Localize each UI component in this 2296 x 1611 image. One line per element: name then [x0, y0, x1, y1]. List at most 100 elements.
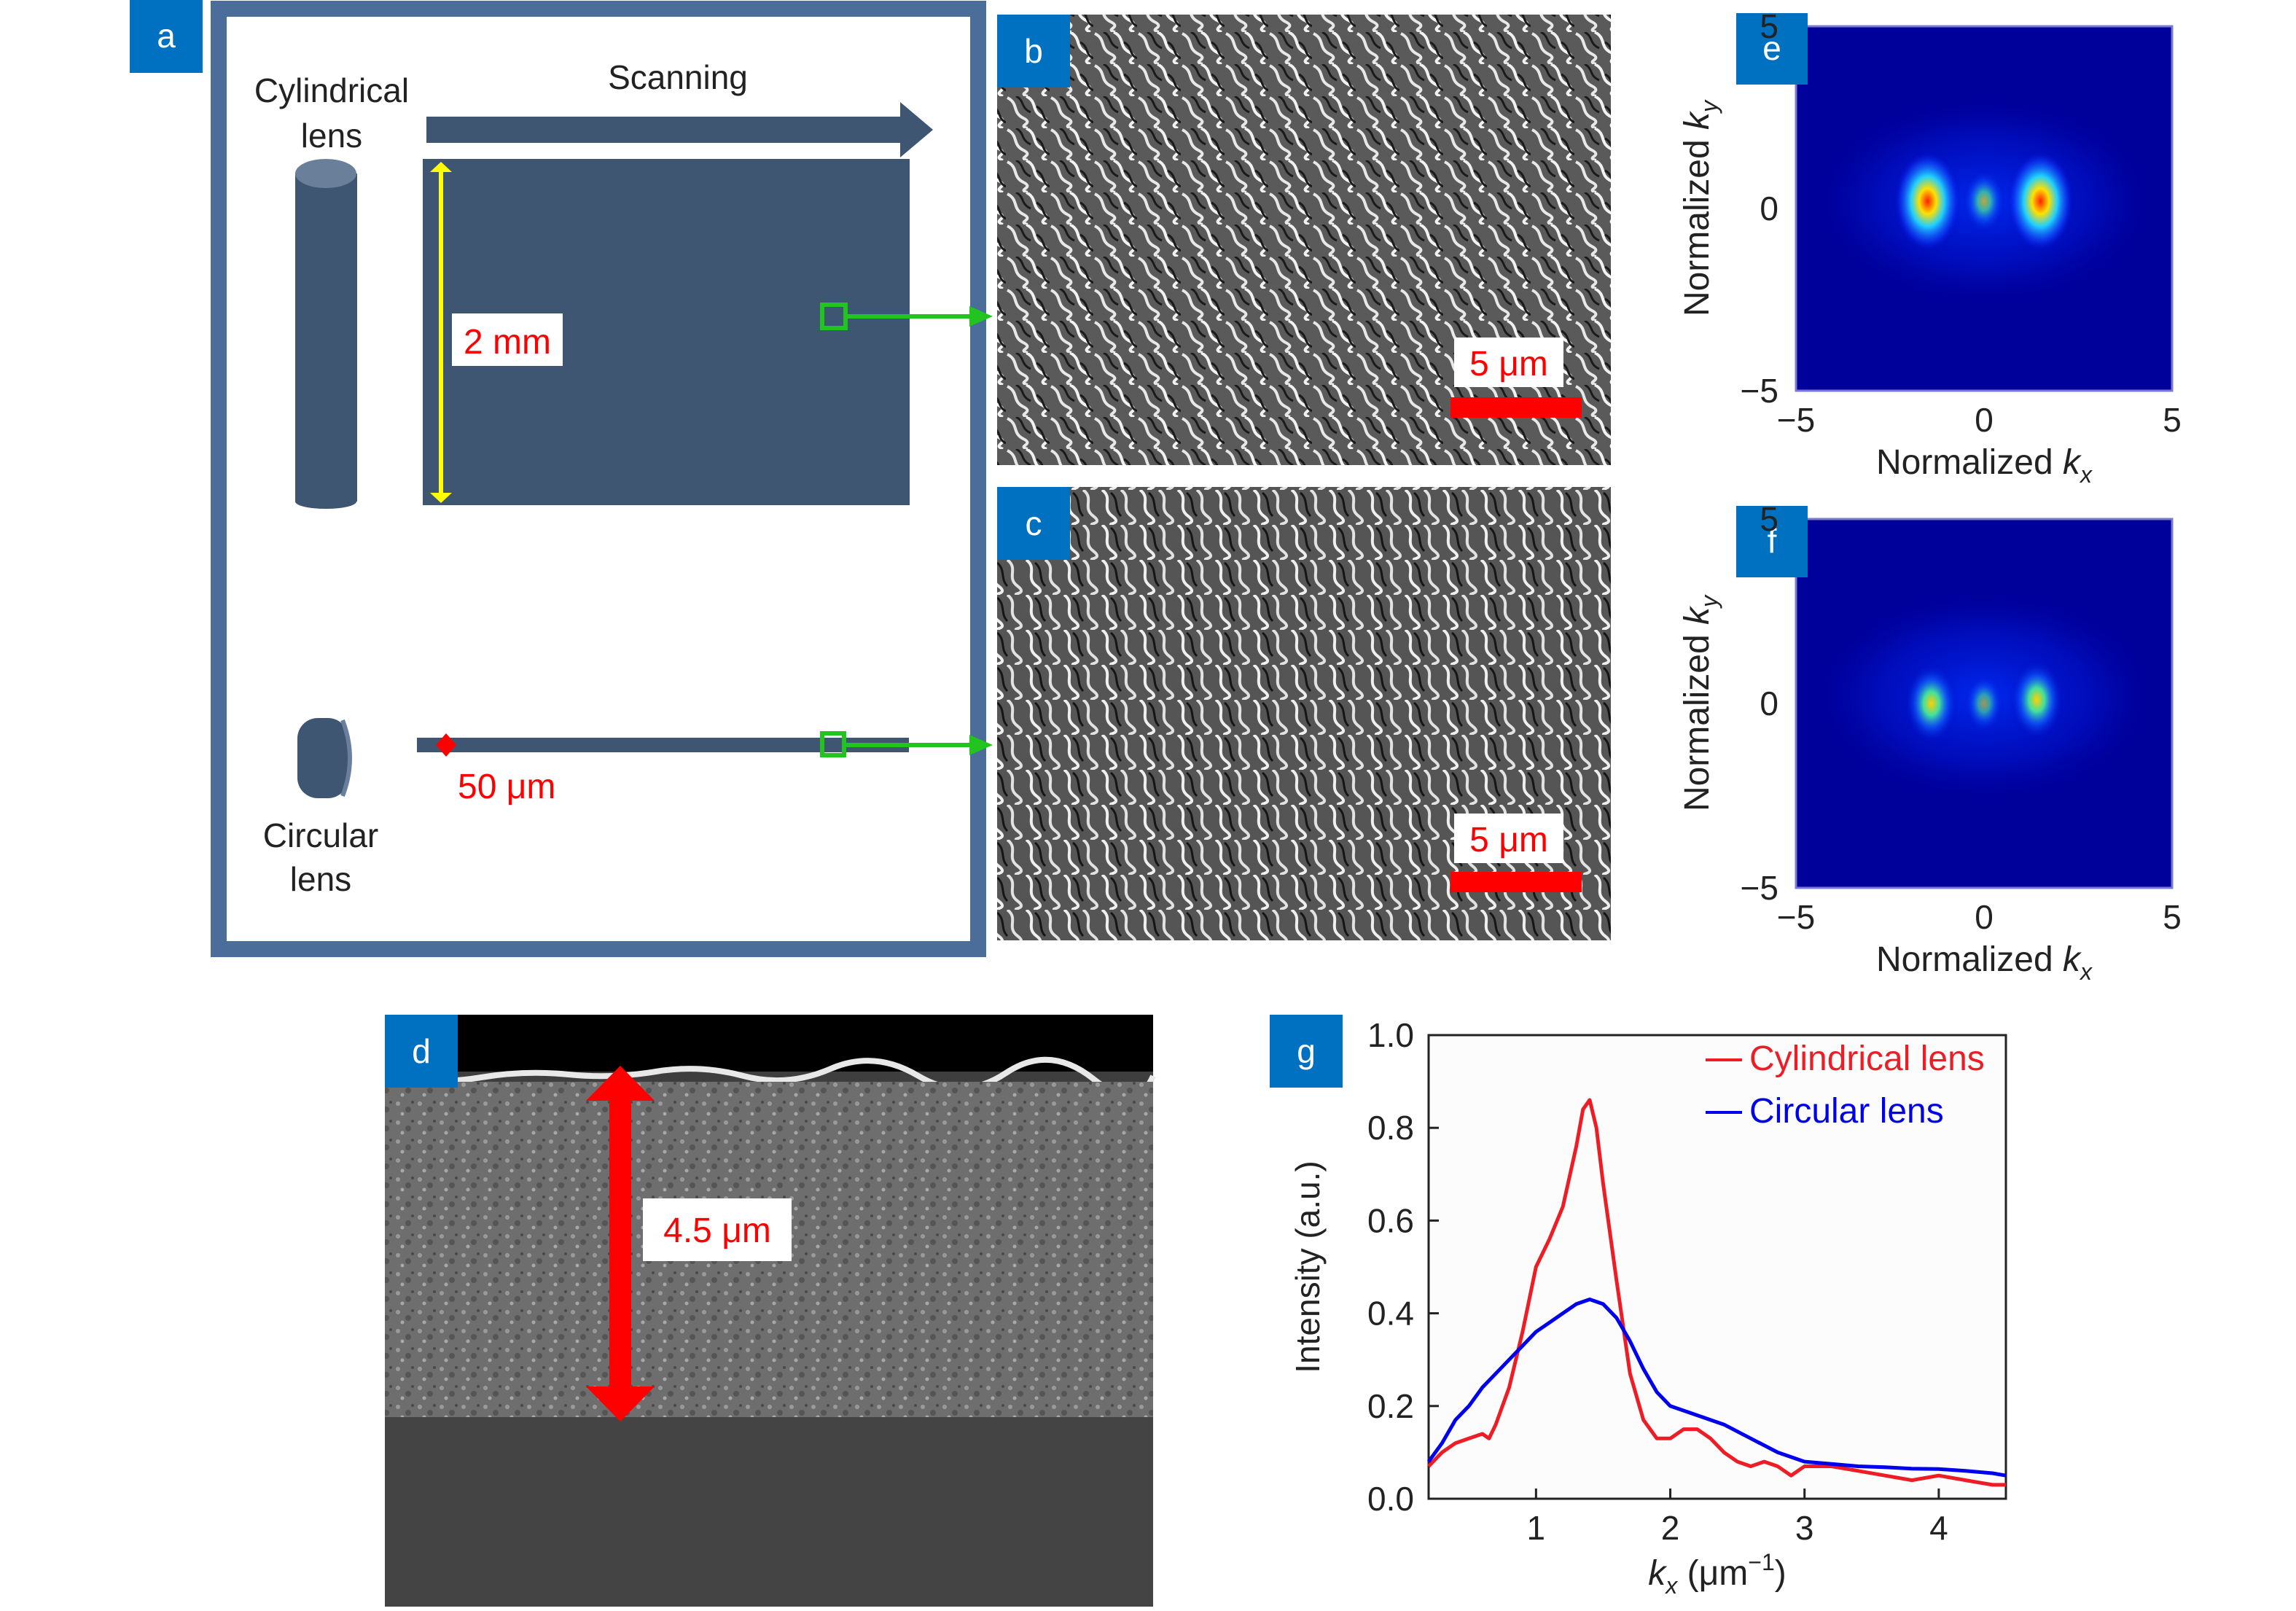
heatmap-e-y-tick-label: 5 — [1760, 7, 1778, 45]
panel-b-tag-box — [997, 15, 1070, 87]
panel-d-tag: d — [412, 1032, 431, 1070]
line-chart-x-axis-label-unit: (μm — [1677, 1554, 1748, 1593]
heatmap-f-y-axis-label-var: k — [1678, 605, 1717, 625]
circular-lens-shape — [297, 718, 352, 798]
heatmap-e-x-tick-label: 0 — [1975, 401, 1994, 439]
heatmap-e-x-axis-label-text: Normalized — [1876, 443, 2063, 482]
dimension-2mm-label: 2 mm — [464, 323, 551, 362]
depth-label-box — [643, 1198, 792, 1261]
heatmap-e-y-axis-label-var: k — [1678, 110, 1717, 130]
heatmap-f-peak-2 — [1964, 674, 2004, 733]
panel-g: 1 2 3 4 0.0 0.2 0.4 0.6 0.8 1.0 Cylindrical lens Ci… — [1270, 1015, 2007, 1599]
heatmap-f-x-axis-label: Normalized kx — [1876, 940, 2093, 985]
heatmap-f-y-axis-label-text: Normalized — [1678, 625, 1717, 811]
heatmap-e-y-axis-label: Normalized ky — [1678, 99, 1722, 316]
panel-c-tag: c — [1026, 504, 1042, 542]
scalebar-b — [1450, 397, 1582, 418]
depth-arrow — [586, 1066, 655, 1421]
heatmap-f-y-axis-label-sub: y — [1696, 594, 1722, 609]
line-chart-x-axis-label-close: ) — [1775, 1554, 1787, 1593]
heatmap-f-y-tick-label: −5 — [1741, 869, 1778, 907]
heatmap-e-x-axis-label-sub: x — [2079, 461, 2093, 488]
scalebar-c-label: 5 μm — [1469, 821, 1548, 859]
heatmap-e-peak-2 — [1962, 168, 2006, 234]
cylindrical-lens-shape — [295, 159, 357, 509]
panel-b-tag: b — [1024, 32, 1043, 70]
circular-lens-label-line1: Circular — [263, 816, 378, 854]
line-chart-y-tick-label: 0.2 — [1367, 1387, 1414, 1425]
panel-g-tag-box — [1270, 1015, 1343, 1088]
line-chart-legend-label-1: Circular lens — [1749, 1092, 1944, 1131]
line-chart-legend-label-0: Cylindrical lens — [1749, 1039, 1985, 1078]
panel-f-tag: f — [1768, 522, 1777, 560]
heatmap-f-x-tick-label: 0 — [1975, 898, 1994, 936]
focus-spot-marker — [436, 733, 456, 757]
heatmap-f-x-axis-label-var: k — [2063, 940, 2082, 979]
heatmap-e-y-axis-label-text: Normalized — [1678, 130, 1717, 316]
line-chart-y-tick-label: 0.0 — [1367, 1480, 1414, 1518]
cross-section-substrate — [385, 1417, 1153, 1607]
heatmap-f-x-axis-label-text: Normalized — [1876, 940, 2063, 979]
line-chart-x-tick-label: 3 — [1795, 1509, 1814, 1547]
line-chart-x-axis-label: kx (μm−1) — [1648, 1549, 1786, 1599]
heatmap-f-x-tick-label: −5 — [1777, 898, 1815, 936]
scalebar-b-label: 5 μm — [1469, 345, 1548, 383]
scalebar-c-label-box — [1454, 814, 1563, 863]
scan-line — [417, 738, 909, 752]
heatmap-f-y-axis-label: Normalized ky — [1678, 594, 1722, 811]
dimension-2mm-box — [452, 313, 563, 366]
scan-connector-upper-head — [969, 306, 993, 327]
line-chart-y-tick-label: 0.4 — [1367, 1295, 1414, 1333]
heatmap-f-peak-1 — [2010, 659, 2063, 740]
line-chart-series-cylindrical-line — [1427, 1098, 2006, 1487]
cylindrical-lens-label-line1: Cylindrical — [254, 71, 409, 109]
scalebar-c — [1450, 872, 1582, 892]
panel-d: d 4.5 μm — [384, 1015, 1156, 1607]
sem-image-b — [997, 15, 1611, 465]
heatmap-f-y-tick-label: 0 — [1760, 684, 1778, 722]
line-chart-x-tick-label: 4 — [1929, 1509, 1948, 1547]
heatmap-e-y-axis-label-sub: y — [1696, 99, 1722, 114]
scanning-arrow — [426, 102, 933, 157]
heatmap-e-x-tick-label: 5 — [2163, 401, 2182, 439]
heatmap-e-x-axis-label-var: k — [2063, 443, 2082, 482]
circular-lens-label-line2: lens — [290, 860, 351, 898]
heatmap-f-peak-0 — [1905, 663, 1959, 744]
panel-f-tag-box — [1736, 506, 1808, 577]
heatmap-e-y-tick-label: −5 — [1741, 372, 1778, 410]
depth-label: 4.5 μm — [663, 1212, 771, 1250]
sem-image-c — [997, 487, 1611, 940]
panel-a-tag: a — [157, 17, 176, 55]
cylindrical-lens-label-line2: lens — [301, 117, 362, 155]
panel-c-tag-box — [997, 487, 1070, 560]
line-chart-x-axis-label-sub: x — [1664, 1572, 1678, 1599]
dimension-2mm-arrow — [430, 162, 452, 503]
scanning-label: Scanning — [608, 58, 748, 96]
heatmap-e-y-tick-label: 0 — [1760, 190, 1778, 227]
heatmap-f-y-tick-label: 5 — [1760, 500, 1778, 538]
line-chart-x-tick-label: 1 — [1527, 1509, 1546, 1547]
panel-c: c 5 μm — [997, 487, 1611, 940]
panel-d-tag-box — [385, 1015, 458, 1088]
panel-a: a Cylindrical lens Scanning 2 mm Circula… — [130, 0, 993, 957]
cross-section-surface — [384, 1056, 1156, 1099]
scan-connector-lower-head — [969, 735, 993, 755]
scalebar-b-label-box — [1454, 338, 1563, 387]
heatmap-e-x-tick-label: −5 — [1777, 401, 1815, 439]
line-chart-x-axis-label-var: k — [1648, 1554, 1668, 1593]
panel-a-tag-box — [130, 0, 203, 73]
heatmap-f-x-axis-label-sub: x — [2079, 959, 2093, 985]
line-chart-y-tick-label: 0.6 — [1367, 1201, 1414, 1239]
panel-e-tag-box — [1736, 13, 1808, 85]
line-chart-x-axis-label-sup: −1 — [1748, 1549, 1774, 1575]
heatmap-e-peak-0 — [1894, 150, 1961, 252]
line-chart-x-tick-label: 2 — [1661, 1509, 1680, 1547]
panel-g-tag: g — [1297, 1032, 1316, 1070]
panel-b: b 5 μm — [997, 15, 1611, 465]
panel-e-tag: e — [1762, 29, 1781, 67]
line-chart-y-tick-label: 0.8 — [1367, 1109, 1414, 1147]
heatmap-f-x-tick-label: 5 — [2163, 898, 2182, 936]
